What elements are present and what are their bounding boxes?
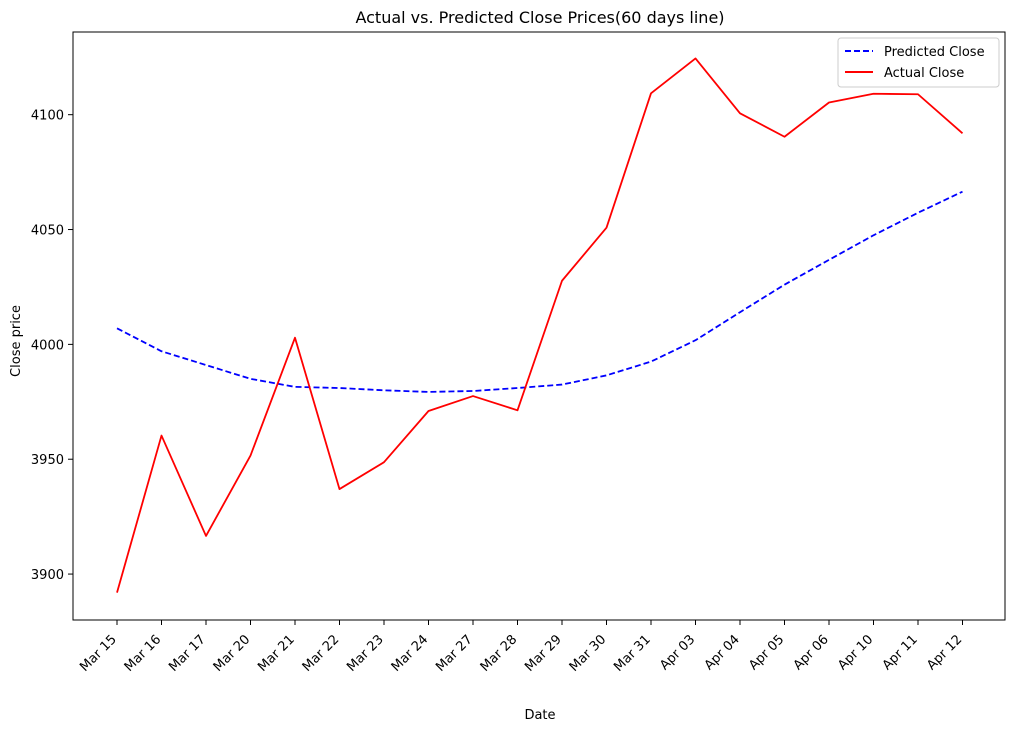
- chart-title: Actual vs. Predicted Close Prices(60 day…: [355, 8, 724, 27]
- y-tick-label: 4100: [31, 109, 64, 124]
- y-axis: 3900 3950 4000 4050 4100: [31, 109, 73, 583]
- x-tick-label: Apr 06: [791, 632, 832, 673]
- plot-area: [116, 57, 964, 593]
- legend-box: [837, 37, 1000, 88]
- x-tick-label: Apr 03: [657, 632, 698, 673]
- x-tick-label: Mar 23: [344, 632, 387, 675]
- legend: Predicted Close Actual Close: [837, 37, 1000, 88]
- x-tick-label: Mar 22: [300, 632, 343, 675]
- x-tick-label: Apr 11: [880, 632, 921, 673]
- x-tick-label: Mar 31: [611, 632, 654, 675]
- y-tick-label: 3950: [31, 453, 64, 468]
- series-line-predicted: [116, 190, 963, 393]
- x-tick-label: Mar 15: [77, 632, 120, 675]
- x-tick-label: Apr 04: [702, 632, 743, 673]
- y-axis-label: Close price: [9, 305, 24, 377]
- x-tick-label: Mar 21: [255, 632, 298, 675]
- x-tick-label: Mar 17: [166, 632, 209, 675]
- x-tick-label: Apr 10: [835, 632, 876, 673]
- x-tick-label: Mar 29: [522, 632, 565, 675]
- y-tick-label: 4050: [31, 224, 64, 239]
- x-tick-label: Mar 28: [478, 632, 521, 675]
- x-tick-label: Mar 30: [567, 632, 610, 675]
- x-tick-label: Apr 05: [746, 632, 787, 673]
- x-axis: Mar 15 Mar 16 Mar 17 Mar 20 Mar 21 Mar 22 Mar …: [77, 620, 965, 675]
- x-tick-label: Mar 27: [433, 632, 476, 675]
- y-tick-label: 3900: [31, 568, 64, 583]
- plot-frame: [72, 31, 1006, 621]
- legend-label-predicted: Predicted Close: [884, 45, 985, 60]
- series-line-actual: [116, 57, 964, 593]
- legend-label-actual: Actual Close: [884, 66, 964, 81]
- x-tick-label: Mar 20: [211, 632, 254, 675]
- x-axis-label: Date: [524, 708, 555, 723]
- x-tick-label: Mar 24: [389, 632, 432, 675]
- y-tick-label: 4000: [31, 338, 64, 353]
- x-tick-label: Apr 12: [924, 632, 965, 673]
- x-tick-label: Mar 16: [122, 632, 165, 675]
